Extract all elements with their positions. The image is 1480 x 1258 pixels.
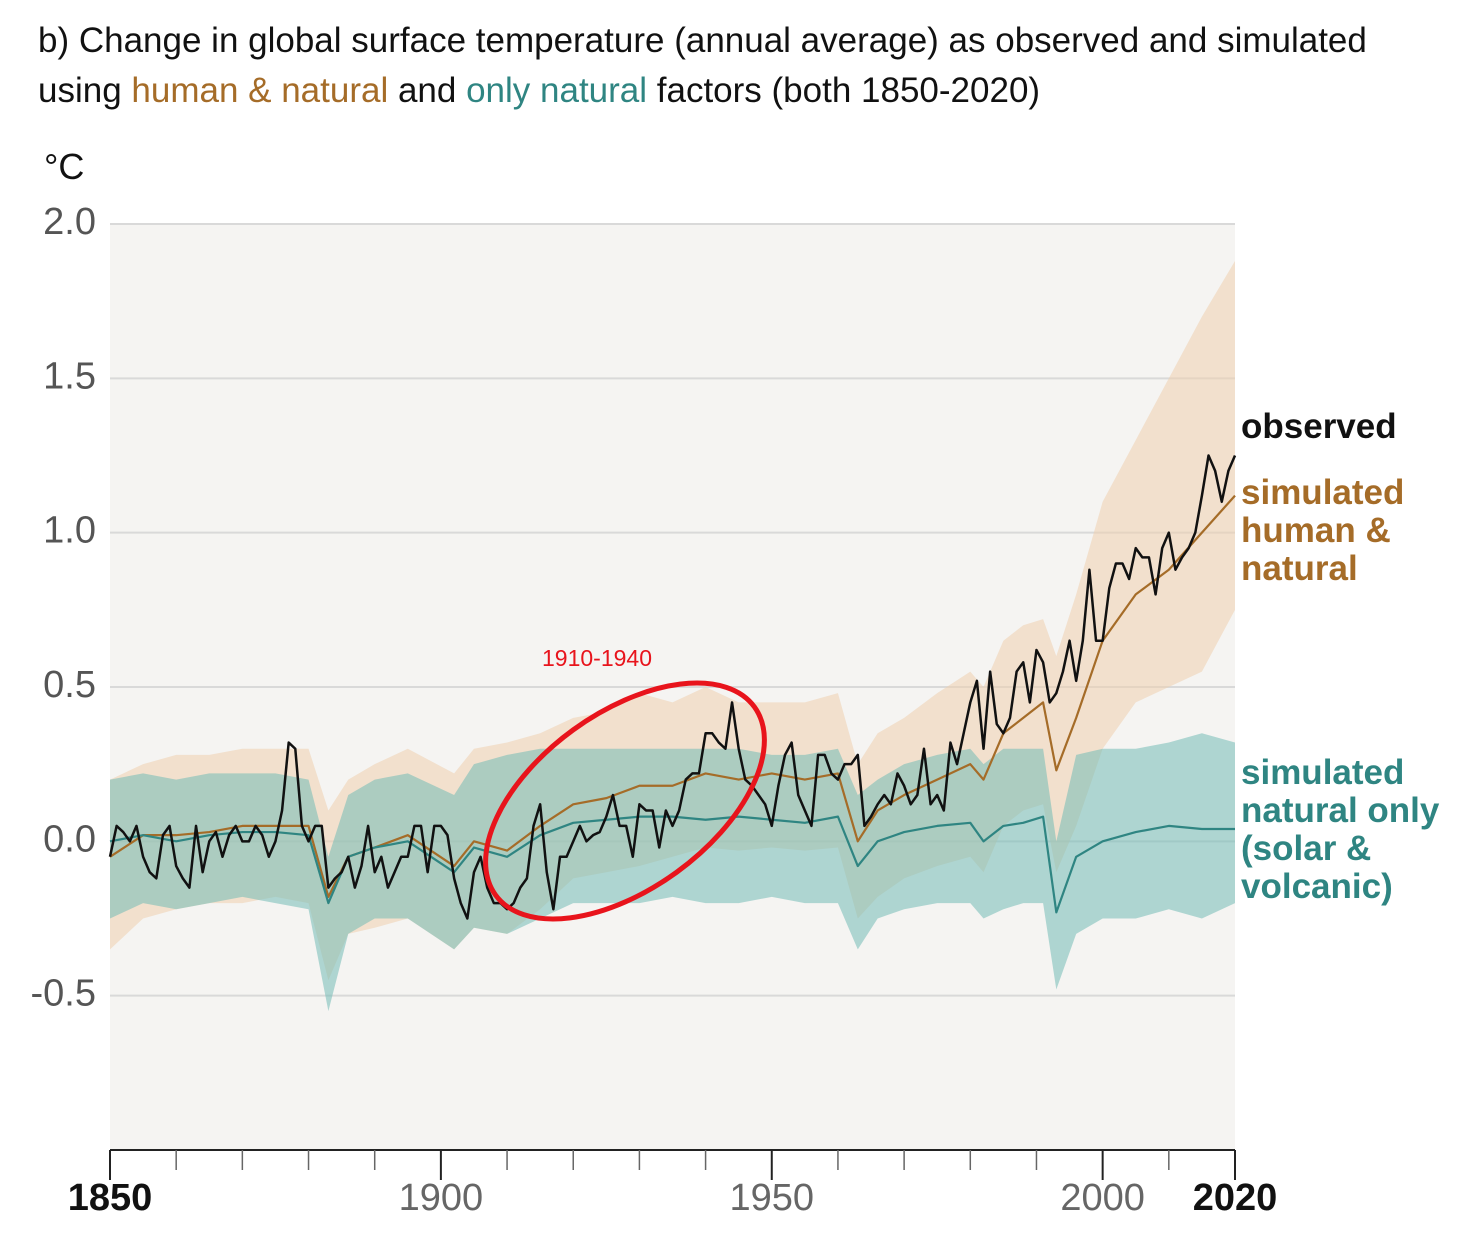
annotation-ellipse [483,680,767,922]
annotation-text: 1910-1940 [542,645,652,671]
chart-title: b) Change in global surface temperature … [38,16,1368,116]
x-tick-label: 1850 [68,1177,153,1219]
x-tick-label: 2020 [1193,1177,1278,1219]
title-part: b) Change in global surface temperature … [38,21,1367,110]
title-part: factors (both 1850-2020) [647,71,1041,110]
series-line [109,494,1236,898]
legend-label: simulated natural only (solar & volcanic… [1241,753,1440,906]
series-line [108,454,1237,920]
y-tick-label: 1.5 [43,355,96,397]
x-tick-label: 2000 [1060,1177,1145,1219]
y-tick-label: 0.5 [43,664,96,706]
y-axis-label: °C [44,146,85,187]
y-tick-label: 1.0 [43,510,96,552]
x-tick-label: 1950 [729,1177,814,1219]
title-part: and [388,71,467,110]
title-part: only natural [466,71,648,110]
y-tick-label: 2.0 [43,201,96,243]
legend-label: simulated human & natural [1241,473,1405,588]
x-tick-label: 1900 [399,1177,484,1219]
y-tick-label: 0.0 [43,818,96,860]
y-tick-label: -0.5 [31,973,96,1015]
legend-label: observed [1241,407,1397,446]
title-part: human & natural [131,71,389,110]
series-line [109,815,1235,914]
